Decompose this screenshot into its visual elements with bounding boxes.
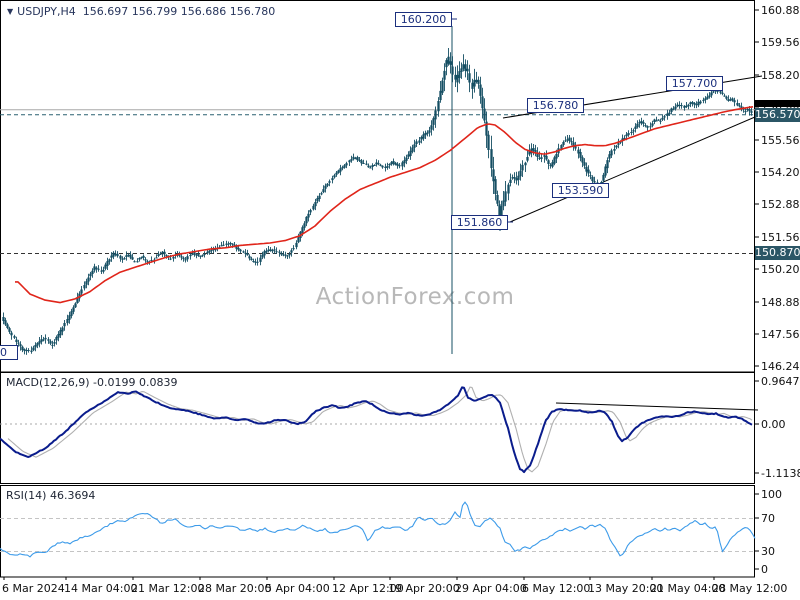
time-axis-label: 13 May 20:00 bbox=[588, 582, 664, 595]
macd-axis-tick-label: -1.1138 bbox=[761, 467, 800, 480]
price-marker-black bbox=[755, 100, 800, 107]
price-axis-tick-label: 148.880 bbox=[761, 296, 800, 309]
time-axis-label: 5 Apr 04:00 bbox=[265, 582, 330, 595]
price-axis-tick-label: 155.560 bbox=[761, 134, 800, 147]
moving-average-line bbox=[15, 106, 754, 304]
chart-marker-icon: ▼ bbox=[7, 7, 14, 16]
rsi-axis-tick-label: 100 bbox=[761, 488, 782, 501]
macd-main-line bbox=[0, 386, 753, 474]
time-axis-label: 21 Mar 12:00 bbox=[131, 582, 205, 595]
time-axis-label: 29 Apr 04:00 bbox=[455, 582, 527, 595]
wedge-lower-trendline bbox=[509, 113, 763, 223]
open-value: 156.697 bbox=[82, 5, 129, 18]
rsi-axis-tick-label: 30 bbox=[761, 545, 775, 558]
price-axis-tick-label: 154.200 bbox=[761, 166, 800, 179]
price-level-tag: 150.870 bbox=[755, 246, 800, 260]
chart-legend: ▼ USDJPY,H4 156.697 156.799 156.686 156.7… bbox=[7, 5, 275, 18]
watermark: ActionForex.com bbox=[315, 284, 515, 310]
price-annotation[interactable]: 153.590 bbox=[552, 183, 609, 198]
rsi-axis-tick-label: 0 bbox=[761, 563, 768, 576]
rsi-indicator-label: RSI(14) 46.3694 bbox=[6, 489, 96, 502]
price-axis-tick-label: 158.200 bbox=[761, 69, 800, 82]
price-axis-tick-label: 152.880 bbox=[761, 198, 800, 211]
rsi-line bbox=[0, 501, 756, 558]
high-value: 156.799 bbox=[131, 5, 178, 18]
macd-axis-tick-label: 0.00 bbox=[761, 418, 786, 431]
price-annotation[interactable]: 157.700 bbox=[666, 76, 723, 91]
rsi-axis-tick-label: 70 bbox=[761, 512, 775, 525]
time-axis-label: 19 Apr 20:00 bbox=[388, 582, 460, 595]
close-value: 156.780 bbox=[229, 5, 276, 18]
macd-indicator-label: MACD(12,26,9) -0.0199 0.0839 bbox=[6, 376, 178, 389]
price-axis-tick-label: 147.560 bbox=[761, 328, 800, 341]
price-axis-tick-label: 159.560 bbox=[761, 36, 800, 49]
macd-divergence-trendline bbox=[555, 402, 759, 411]
price-annotation[interactable]: 156.780 bbox=[527, 98, 584, 113]
price-axis-tick-label: 156.880 bbox=[761, 102, 800, 113]
time-axis-label: 14 Mar 04:00 bbox=[64, 582, 138, 595]
macd-axis-tick-label: 0.9647 bbox=[761, 375, 800, 388]
symbol-period-label: USDJPY,H4 bbox=[17, 5, 76, 18]
price-annotation[interactable]: 160.200 bbox=[395, 12, 452, 27]
price-annotation[interactable]: 70 bbox=[0, 345, 18, 360]
candle-wicks bbox=[3, 48, 752, 355]
time-axis-label: 28 Mar 20:00 bbox=[198, 582, 272, 595]
price-axis-tick-label: 151.560 bbox=[761, 231, 800, 244]
time-axis-label: 6 May 12:00 bbox=[522, 582, 591, 595]
price-level-tag: 156.570 bbox=[755, 108, 800, 122]
time-axis-label: 21 May 04:00 bbox=[650, 582, 726, 595]
time-axis-label: 12 Apr 12:00 bbox=[332, 582, 404, 595]
time-axis-label: 28 May 12:00 bbox=[712, 582, 788, 595]
price-axis-tick-label: 160.880 bbox=[761, 4, 800, 17]
price-axis-tick-label: 146.240 bbox=[761, 360, 800, 373]
low-value: 156.686 bbox=[180, 5, 227, 18]
price-annotation[interactable]: 151.860 bbox=[451, 215, 508, 230]
candle-bodies bbox=[2, 56, 753, 352]
price-axis-tick-label: 150.200 bbox=[761, 263, 800, 276]
time-axis-label: 6 Mar 2024 bbox=[2, 582, 65, 595]
macd-signal-line bbox=[7, 386, 753, 473]
